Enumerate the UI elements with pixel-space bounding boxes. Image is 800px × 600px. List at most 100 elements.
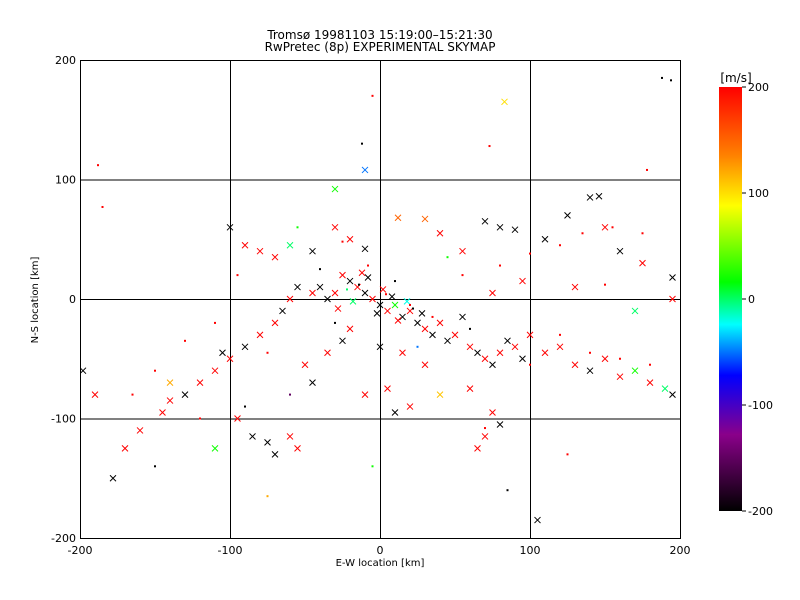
data-point-x (646, 379, 654, 387)
data-point-x (324, 295, 331, 303)
data-point-x (211, 367, 219, 375)
data-point-x (669, 295, 676, 303)
data-point-x (249, 433, 256, 440)
x-axis-label: E-W location [km] (336, 558, 425, 569)
data-point-x (474, 349, 481, 357)
data-point-x (211, 445, 219, 452)
data-point-x (511, 226, 519, 234)
data-point-x (294, 445, 301, 452)
data-point-x (309, 379, 316, 387)
data-point-dot (266, 351, 269, 354)
data-point-x (361, 391, 369, 398)
data-point-dot (341, 240, 344, 243)
data-point-x (373, 309, 381, 317)
data-point-x (556, 343, 564, 351)
data-point-x (241, 343, 249, 351)
data-point-x (511, 343, 519, 351)
data-point-x (501, 98, 508, 106)
data-point-dot (367, 264, 369, 267)
data-point-x (414, 319, 421, 327)
data-point-x (394, 214, 402, 222)
data-point-x (481, 433, 489, 440)
data-point-x (279, 307, 286, 315)
data-point-dot (394, 280, 396, 283)
data-point-x (459, 313, 466, 321)
data-point-x (361, 166, 369, 174)
data-point-dot (371, 465, 374, 468)
data-point-x (436, 229, 444, 237)
data-point-x (271, 253, 279, 261)
data-point-x (219, 349, 226, 357)
colorbar-ticks: 200 100 0 -100 -200 (742, 81, 773, 518)
x-tick-label: 0 (377, 544, 384, 557)
data-point-x (399, 349, 406, 357)
data-point-dot (646, 168, 648, 171)
data-point-dot (199, 417, 201, 420)
data-point-x (339, 271, 346, 279)
data-point-x (159, 409, 166, 416)
data-point-x (369, 295, 376, 303)
data-point-x (271, 319, 279, 327)
data-point-x (331, 289, 339, 297)
data-point-x (109, 474, 117, 482)
data-point-dot (184, 339, 186, 342)
chart-title: Tromsø 19981103 15:19:00–15:21:30 (266, 28, 492, 42)
data-point-x (331, 223, 339, 231)
data-point-x (91, 391, 99, 398)
data-point-x (586, 367, 594, 375)
data-point-x (324, 349, 331, 357)
data-point-x (121, 445, 129, 452)
data-point-dot (589, 351, 591, 354)
data-point-x (466, 343, 474, 351)
y-tick-label: 100 (55, 174, 76, 187)
data-point-x (571, 283, 579, 291)
data-point-x (166, 397, 174, 404)
data-point-x (421, 361, 429, 369)
data-point-x (496, 223, 504, 231)
data-point-x (444, 337, 451, 345)
colorbar-label: [m/s] (720, 71, 751, 85)
data-point-x (384, 307, 391, 315)
x-tick-label: 200 (670, 544, 691, 557)
data-point-x (504, 337, 511, 345)
data-point-x (595, 192, 603, 200)
data-point-dot (101, 205, 104, 208)
data-point-x (474, 445, 481, 452)
data-point-dot (499, 264, 501, 267)
data-point-x (286, 241, 294, 249)
data-point-x (571, 361, 579, 369)
colorbar-gradient (719, 87, 742, 511)
data-point-x (346, 277, 354, 285)
data-point-x (436, 391, 444, 398)
data-point-x (481, 217, 489, 225)
y-axis-label: N-S location [km] (30, 257, 41, 344)
colorbar-tick-label: -200 (748, 505, 773, 518)
data-point-x (346, 325, 354, 333)
data-point-x (421, 215, 429, 223)
data-point-x (406, 403, 414, 410)
data-point-x (541, 349, 549, 357)
scatter-points (80, 60, 676, 524)
data-point-x (526, 331, 534, 339)
data-point-x (534, 516, 541, 524)
data-point-dot (529, 363, 531, 366)
data-point-x (451, 331, 459, 339)
data-point-x (403, 298, 411, 305)
data-point-x (601, 223, 609, 231)
data-point-x (301, 361, 309, 369)
data-point-x (669, 391, 676, 398)
data-point-dot (131, 393, 134, 396)
data-point-x (601, 355, 609, 363)
data-point-x (481, 355, 489, 363)
data-point-x (616, 373, 624, 381)
data-point-dot (649, 363, 651, 366)
data-point-dot (529, 252, 531, 255)
colorbar-tick-label: 200 (748, 81, 769, 94)
data-point-x (181, 391, 189, 398)
data-point-dot (461, 274, 464, 277)
data-point-x (631, 367, 639, 375)
data-point-x (429, 331, 436, 339)
data-point-x (331, 185, 339, 193)
data-point-dot (346, 288, 348, 291)
